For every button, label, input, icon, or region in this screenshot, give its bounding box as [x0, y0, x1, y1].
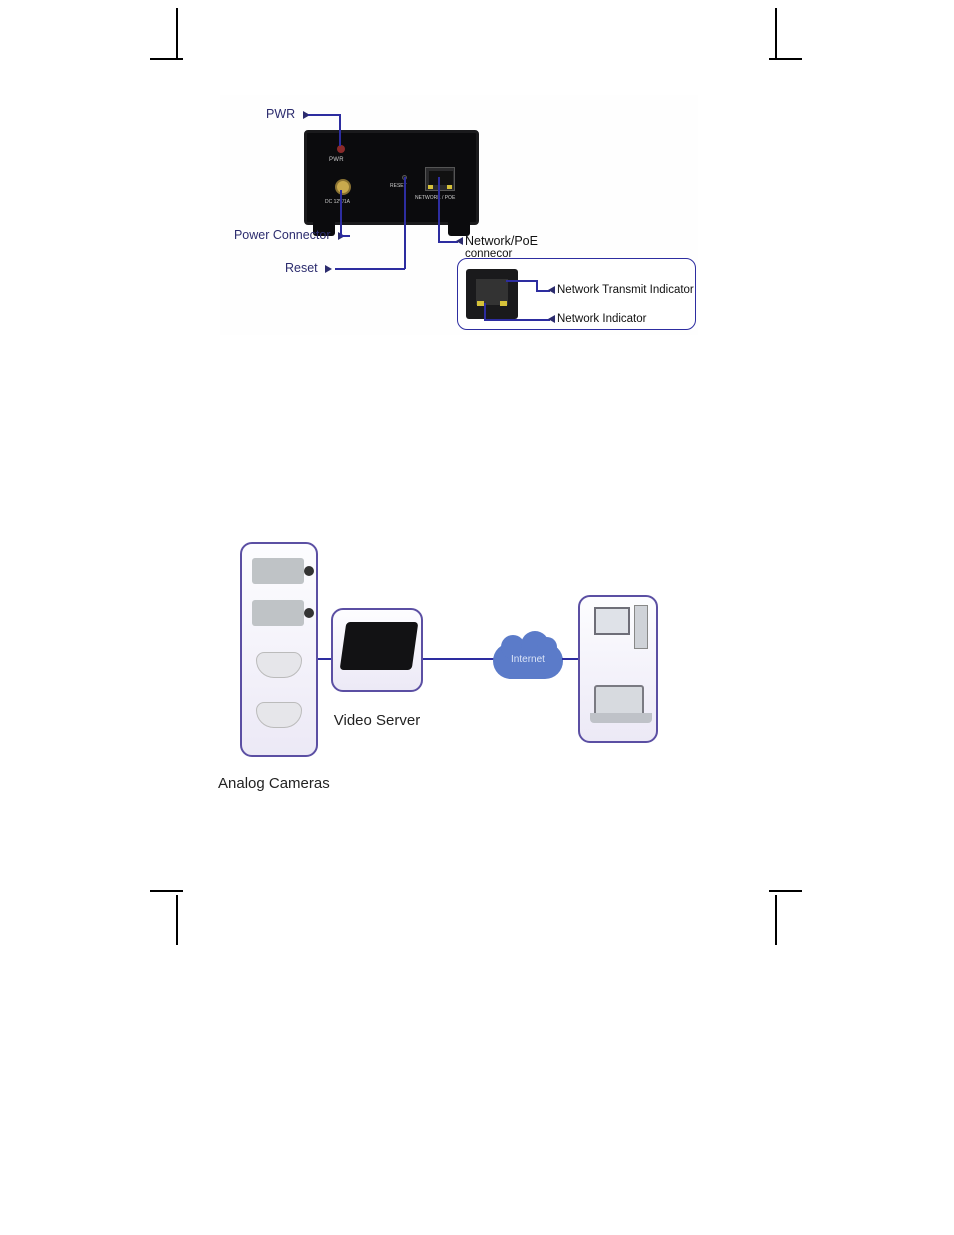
ethernet-port: [425, 167, 455, 191]
arrowhead-icon: [548, 315, 555, 323]
dc-jack: [335, 179, 351, 195]
box-camera-icon: [252, 558, 304, 584]
dome-camera-icon: [256, 652, 302, 678]
crop-mark: [176, 895, 178, 945]
internet-cloud: Internet: [493, 643, 563, 679]
pc-tower-icon: [634, 605, 648, 649]
callout-text: PWR: [266, 107, 295, 121]
callout-network-poe: Network/PoE connecor: [465, 235, 538, 260]
inset-port: [466, 269, 518, 319]
callout-nti: Network Transmit Indicator: [557, 284, 694, 296]
crop-mark: [150, 890, 183, 892]
lead-line: [404, 177, 406, 269]
crop-mark: [769, 890, 802, 892]
arrowhead-icon: [325, 265, 332, 273]
lead-line: [308, 114, 340, 116]
panel-video-server: [331, 608, 423, 692]
topology-figure: Analog Cameras Video Server Internet: [218, 540, 698, 790]
lead-line: [335, 268, 405, 270]
lead-line: [340, 235, 350, 237]
device-back-panel-figure: PWR DC 12V/1A RESET NETWORK / POE PWR Po…: [220, 95, 698, 335]
panel-computers: [578, 595, 658, 743]
lead-line: [536, 280, 538, 290]
crop-mark: [769, 58, 802, 60]
lead-line: [484, 303, 486, 319]
pwr-silkscreen: PWR: [329, 157, 344, 163]
wire: [318, 658, 332, 660]
lead-line: [484, 319, 550, 321]
ethernet-inset: Network Transmit Indicator Network Indic…: [457, 258, 696, 330]
video-server-icon: [340, 622, 419, 670]
wire: [423, 658, 495, 660]
crop-mark: [150, 58, 183, 60]
callout-ni: Network Indicator: [557, 313, 646, 325]
crop-mark: [775, 8, 777, 58]
callout-text: Power Connector: [234, 228, 331, 242]
arrowhead-icon: [456, 237, 463, 245]
arrowhead-icon: [548, 286, 555, 294]
lead-line: [438, 241, 458, 243]
callout-text: Reset: [285, 261, 318, 275]
ethernet-inner: [429, 171, 453, 185]
inset-led: [477, 301, 484, 306]
lead-line: [438, 177, 440, 241]
cloud-label: Internet: [493, 654, 563, 665]
lead-line: [506, 280, 536, 282]
lead-line: [339, 114, 341, 146]
box-camera-icon: [252, 600, 304, 626]
callout-text: Network/PoE: [465, 235, 538, 248]
lead-line: [340, 190, 342, 235]
eth-led: [447, 185, 452, 189]
eth-silkscreen: NETWORK / POE: [415, 195, 455, 201]
video-server-label: Video Server: [331, 712, 423, 729]
dc-silkscreen: DC 12V/1A: [325, 199, 350, 205]
monitor-icon: [594, 607, 630, 635]
eth-led: [428, 185, 433, 189]
panel-cameras: [240, 542, 318, 757]
crop-mark: [176, 8, 178, 58]
power-led: [337, 145, 345, 153]
dome-camera-icon: [256, 702, 302, 728]
inset-led: [500, 301, 507, 306]
device-body: PWR DC 12V/1A RESET NETWORK / POE: [304, 130, 479, 225]
callout-reset: Reset: [285, 261, 332, 275]
analog-cameras-label: Analog Cameras: [218, 775, 330, 792]
laptop-icon: [594, 685, 644, 715]
callout-pwr: PWR: [266, 107, 310, 121]
crop-mark: [775, 895, 777, 945]
callout-power-connector: Power Connector: [220, 228, 345, 242]
